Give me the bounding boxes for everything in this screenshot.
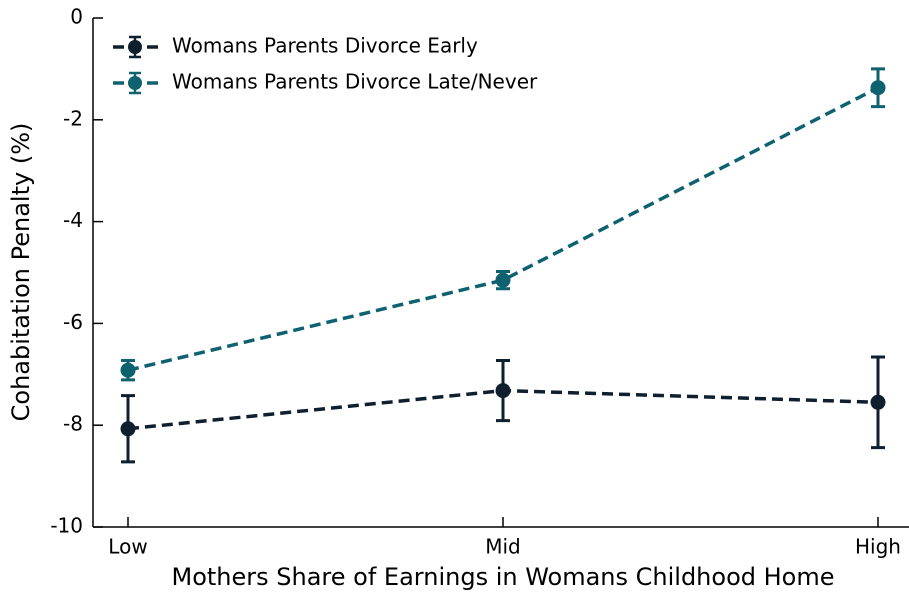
legend-marker	[128, 76, 142, 90]
y-tick-label: -10	[50, 514, 83, 538]
y-tick-label: -8	[63, 412, 83, 436]
point	[120, 421, 136, 437]
point	[120, 362, 136, 378]
x-tick-label: Low	[108, 535, 147, 559]
point	[870, 394, 886, 410]
legend-label: Womans Parents Divorce Late/Never	[172, 70, 538, 94]
series-line	[127, 86, 879, 372]
legend-marker	[128, 40, 142, 54]
x-tick-label: High	[855, 535, 901, 559]
point	[495, 272, 511, 288]
y-axis-label: Cohabitation Penalty (%)	[7, 123, 35, 422]
y-tick-label: -6	[63, 310, 83, 334]
point	[870, 80, 886, 96]
y-tick-label: -4	[63, 208, 83, 232]
point	[495, 383, 511, 399]
y-tick-label: -2	[63, 106, 83, 130]
x-axis-label: Mothers Share of Earnings in Womans Chil…	[172, 563, 835, 591]
x-tick-label: Mid	[485, 535, 521, 559]
legend-label: Womans Parents Divorce Early	[172, 34, 478, 58]
y-tick-label: 0	[70, 5, 83, 29]
